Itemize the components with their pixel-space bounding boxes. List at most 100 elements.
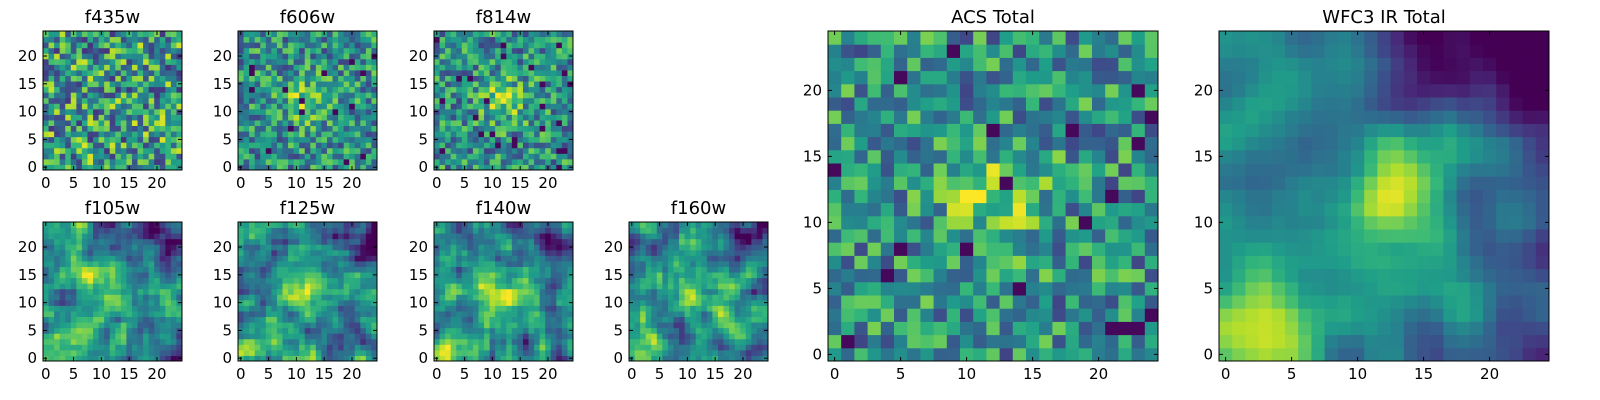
heatmap-cell [1039,281,1053,296]
heatmap-cell [137,316,144,323]
heatmap-cell [326,316,334,323]
heatmap-cell [445,81,452,88]
heatmap-cell [756,233,763,240]
heatmap-cell [567,158,574,165]
heatmap-cell [249,114,256,121]
heatmap-cell [104,53,111,60]
heatmap-cell [1144,321,1159,336]
heatmap-cell [310,316,317,323]
heatmap-cell [723,349,730,356]
heatmap-cell [1144,347,1159,362]
heatmap-cell [1039,176,1053,190]
heatmap-cell [126,238,133,245]
heatmap-cell [1026,255,1040,270]
heatmap-cell [534,47,541,54]
heatmap-cell [271,108,278,115]
heatmap-cell [131,338,139,345]
heatmap-cell [249,64,256,71]
heatmap-cell [729,299,736,306]
heatmap-cell [249,277,256,284]
heatmap-cell [522,344,530,351]
heatmap-cell [299,131,306,138]
heatmap-cell [506,305,513,312]
heatmap-cell [343,233,350,240]
heatmap-cell [159,272,166,279]
heatmap-cell [556,97,563,104]
heatmap-cell [304,355,311,362]
heatmap-cell [249,69,256,76]
heatmap-cell [48,222,55,229]
heatmap-cell [126,75,133,82]
heatmap-cell [249,355,256,362]
heatmap-cell [338,277,345,284]
heatmap-cell [299,92,306,99]
heatmap-cell [439,86,446,93]
heatmap-cell [349,69,356,76]
heatmap-cell [98,92,105,99]
heatmap-cell [254,31,261,38]
heatmap-cell [104,288,111,295]
heatmap-cell [332,266,339,273]
heatmap-cell [756,266,763,273]
heatmap-cell [159,338,166,345]
heatmap-cell [1105,255,1119,270]
heatmap-cell [690,333,697,340]
heatmap-cell [656,260,663,267]
heatmap-cell [365,266,372,273]
heatmap-cell [260,125,267,132]
heatmap-cell [288,64,295,71]
heatmap-cell [690,266,697,273]
heatmap-cell [282,266,289,273]
heatmap-cell [59,69,66,76]
heatmap-cell [729,222,736,229]
heatmap-cell [326,153,334,160]
heatmap-cell [360,255,367,262]
heatmap-cell [276,86,283,93]
heatmap-cell [854,176,869,190]
heatmap-cell [500,81,507,88]
heatmap-cell [104,283,111,290]
heatmap-cell [371,238,378,245]
heatmap-cell [159,31,166,38]
heatmap-cell [321,158,328,165]
heatmap-cell [461,244,468,251]
heatmap-cell [534,114,541,121]
heatmap-cell [439,349,446,356]
heatmap-cell [740,310,747,318]
heatmap-cell [260,86,267,93]
heatmap-cell [960,189,974,204]
heatmap-cell [489,349,496,356]
heatmap-cell [550,42,557,49]
heatmap-cell [365,327,372,334]
heatmap-cell [973,308,987,322]
heatmap-cell [76,131,83,138]
heatmap-cell [762,249,769,256]
heatmap-cell [98,316,105,323]
heatmap-cell [500,58,507,65]
heatmap-cell [293,153,300,160]
heatmap-cell [338,266,345,273]
heatmap-cell [176,238,183,245]
heatmap-cell [756,349,763,356]
heatmap-cell [126,244,133,251]
heatmap-cell [545,238,552,245]
heatmap-cell [550,255,557,262]
heatmap-cell [528,97,535,104]
heatmap-cell [148,272,155,279]
heatmap-cell [500,103,507,110]
heatmap-cell [434,153,441,160]
heatmap-cell [48,108,55,115]
heatmap-cell [522,75,530,82]
heatmap-cell [115,283,122,290]
heatmap-cell [472,164,479,171]
heatmap-cell [65,114,72,121]
heatmap-cell [120,153,127,160]
heatmap-cell [299,277,306,284]
heatmap-cell [434,288,441,295]
heatmap-cell [165,108,172,115]
heatmap-cell [550,249,557,256]
heatmap-cell [165,244,172,251]
heatmap-cell [489,266,496,273]
heatmap-cell [143,283,150,290]
heatmap-cell [59,305,66,312]
